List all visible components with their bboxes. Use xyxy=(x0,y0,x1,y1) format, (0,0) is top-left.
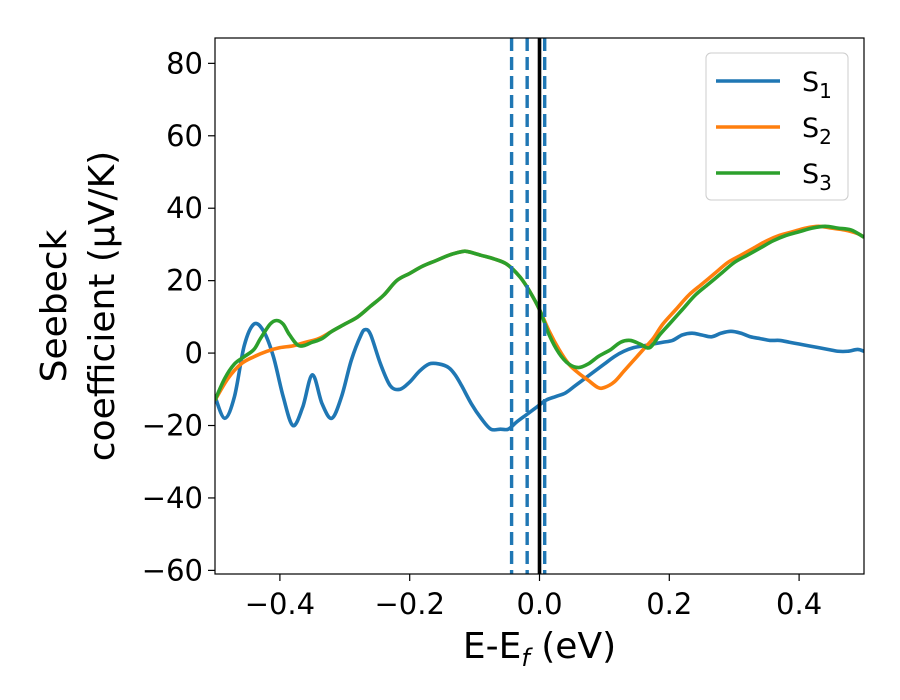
y-axis-label-line2: coefficient (μV/K) xyxy=(82,151,123,461)
x-tick-label: −0.4 xyxy=(245,587,315,621)
y-tick-label: 0 xyxy=(185,336,203,370)
x-axis-label: E-Ef (eV) xyxy=(463,626,616,672)
series-line-s1 xyxy=(215,321,864,432)
x-axis-ticks: −0.4 −0.2 0.0 0.2 0.4 xyxy=(245,574,822,621)
y-axis-label-line1: Seebeck xyxy=(34,229,75,382)
y-tick-label: −20 xyxy=(142,409,203,443)
y-tick-label: 60 xyxy=(166,119,203,153)
y-tick-label: 20 xyxy=(166,264,203,298)
y-tick-label: −60 xyxy=(142,553,203,587)
y-tick-label: −40 xyxy=(142,481,203,515)
y-axis-label: Seebeck coefficient (μV/K) xyxy=(34,151,123,461)
x-axis-label-units: (eV) xyxy=(530,626,616,667)
y-tick-label: 80 xyxy=(166,46,203,80)
y-tick-label: 40 xyxy=(166,191,203,225)
x-tick-label: 0.4 xyxy=(776,587,822,621)
reference-lines xyxy=(509,38,547,574)
legend-label-s1: S1 xyxy=(802,67,832,103)
series-line-s3 xyxy=(215,224,864,401)
series-layer xyxy=(215,224,864,432)
y-axis-ticks: −60 −40 −20 0 20 40 60 80 xyxy=(142,46,215,587)
legend: S1 S2 S3 xyxy=(705,52,849,201)
x-tick-label: −0.2 xyxy=(374,587,444,621)
x-tick-label: 0.2 xyxy=(646,587,692,621)
x-axis-label-main: E-E xyxy=(463,626,521,667)
legend-label-s3: S3 xyxy=(802,159,832,195)
legend-label-s2: S2 xyxy=(802,113,832,149)
x-tick-label: 0.0 xyxy=(516,587,562,621)
